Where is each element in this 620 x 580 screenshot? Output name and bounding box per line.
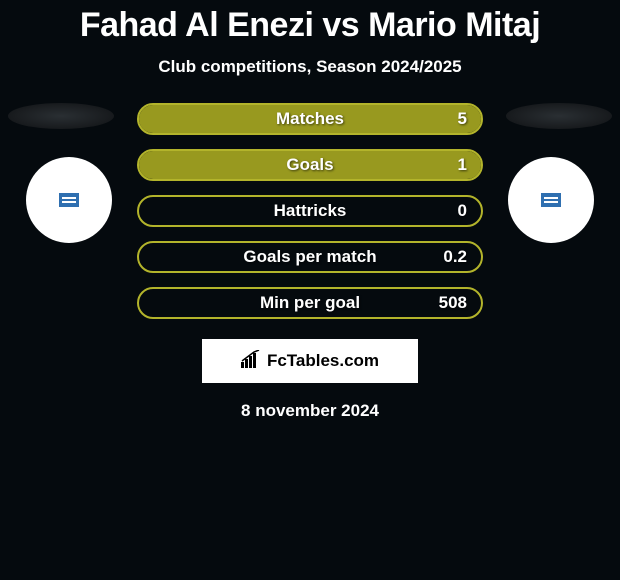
stat-bar-label: Min per goal <box>260 293 360 313</box>
player-shadow-right <box>506 103 612 129</box>
stat-bar: Goals 1 <box>137 149 483 181</box>
stat-bar-value: 508 <box>439 293 467 313</box>
stat-bar-value: 1 <box>458 155 467 175</box>
stat-bar: Matches 5 <box>137 103 483 135</box>
stat-bar-label: Goals <box>286 155 333 175</box>
page-title: Fahad Al Enezi vs Mario Mitaj <box>0 0 620 45</box>
stat-bar: Goals per match 0.2 <box>137 241 483 273</box>
stat-bar-value: 0.2 <box>443 247 467 267</box>
player-shadow-left <box>8 103 114 129</box>
stat-bar-label: Goals per match <box>243 247 376 267</box>
player-avatar-right <box>508 157 594 243</box>
stat-bar-label: Hattricks <box>274 201 347 221</box>
stat-bars: Matches 5 Goals 1 Hattricks 0 Goals per match 0… <box>137 103 483 319</box>
page-subtitle: Club competitions, Season 2024/2025 <box>0 57 620 77</box>
stat-bar: Hattricks 0 <box>137 195 483 227</box>
stat-bar-label: Matches <box>276 109 344 129</box>
snapshot-date: 8 november 2024 <box>0 401 620 421</box>
stat-bar-value: 5 <box>458 109 467 129</box>
player-avatar-left <box>26 157 112 243</box>
stat-bar-value: 0 <box>458 201 467 221</box>
stat-bar: Min per goal 508 <box>137 287 483 319</box>
placeholder-photo-icon <box>541 193 561 207</box>
placeholder-photo-icon <box>59 193 79 207</box>
bar-chart-icon <box>241 350 263 373</box>
site-logo-text: FcTables.com <box>267 351 379 371</box>
comparison-arena: Matches 5 Goals 1 Hattricks 0 Goals per match 0… <box>0 103 620 319</box>
site-logo: FcTables.com <box>202 339 418 383</box>
